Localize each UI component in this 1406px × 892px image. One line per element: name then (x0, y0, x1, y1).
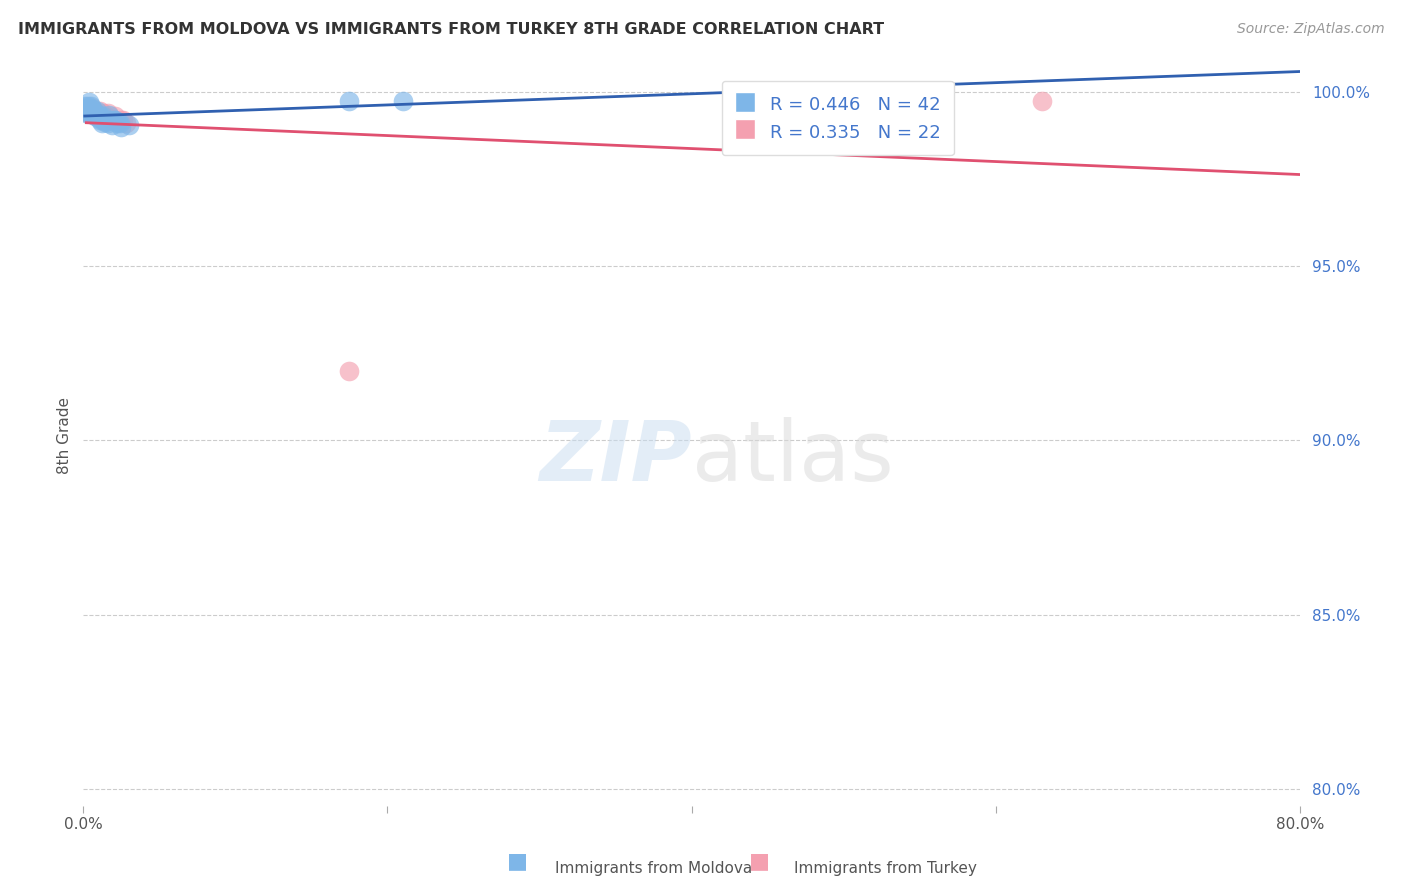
Point (89, 109, 111, 123)
Point (84, 106, 107, 120)
Point (80, 99, 103, 113)
Point (339, 94, 361, 108)
Point (76, 106, 98, 120)
Point (87, 107, 110, 121)
Point (108, 116, 131, 130)
Point (91, 106, 114, 120)
Point (79, 106, 101, 120)
Point (82, 101, 104, 115)
Point (79, 95, 101, 110)
Point (76, 99, 98, 113)
Point (103, 112, 125, 127)
Point (98, 111, 121, 125)
Point (87, 107, 110, 121)
Y-axis label: 8th Grade: 8th Grade (58, 397, 72, 474)
Point (80, 104, 103, 119)
Text: Source: ZipAtlas.com: Source: ZipAtlas.com (1237, 22, 1385, 37)
Point (104, 112, 127, 127)
Point (75, 106, 97, 120)
Point (97, 116, 120, 130)
Point (110, 112, 132, 127)
Point (110, 120, 132, 134)
Point (105, 116, 128, 130)
Text: ■: ■ (749, 852, 769, 871)
Point (76, 106, 98, 120)
Text: Immigrants from Moldova: Immigrants from Moldova (555, 861, 752, 876)
Point (84, 109, 107, 123)
Point (75, 104, 97, 119)
Point (91, 112, 114, 127)
Point (86, 104, 108, 119)
Point (80, 103, 103, 117)
Point (1031, 94, 1053, 108)
Point (100, 112, 122, 127)
Point (87, 111, 110, 125)
Point (73, 99, 96, 113)
Point (98, 107, 121, 121)
Point (391, 94, 413, 108)
Text: atlas: atlas (692, 417, 893, 498)
Point (103, 112, 125, 127)
Point (115, 116, 138, 130)
Point (90, 107, 112, 121)
Point (111, 112, 134, 127)
Point (83, 107, 105, 121)
Point (89, 112, 111, 127)
Legend: R = 0.446   N = 42, R = 0.335   N = 22: R = 0.446 N = 42, R = 0.335 N = 22 (721, 80, 953, 155)
Text: ■: ■ (508, 852, 527, 871)
Point (82, 106, 104, 120)
Point (101, 118, 124, 132)
Text: IMMIGRANTS FROM MOLDOVA VS IMMIGRANTS FROM TURKEY 8TH GRADE CORRELATION CHART: IMMIGRANTS FROM MOLDOVA VS IMMIGRANTS FR… (18, 22, 884, 37)
Point (89, 104, 111, 119)
Point (84, 104, 107, 119)
Point (82, 103, 104, 117)
Point (100, 112, 122, 127)
Point (104, 109, 127, 123)
Point (107, 114, 129, 128)
Text: Immigrants from Turkey: Immigrants from Turkey (794, 861, 977, 876)
Point (94, 112, 117, 127)
Point (83, 106, 105, 120)
Point (75, 103, 97, 117)
Text: ZIP: ZIP (538, 417, 692, 498)
Point (86, 107, 108, 121)
Point (79, 103, 101, 117)
Point (83, 104, 105, 119)
Point (90, 116, 112, 130)
Point (93, 109, 115, 123)
Point (93, 114, 115, 128)
Point (80, 103, 103, 117)
Point (73, 101, 96, 115)
Point (118, 118, 141, 132)
Point (339, 364, 361, 378)
Point (91, 109, 114, 123)
Point (97, 106, 120, 120)
Point (90, 111, 112, 125)
